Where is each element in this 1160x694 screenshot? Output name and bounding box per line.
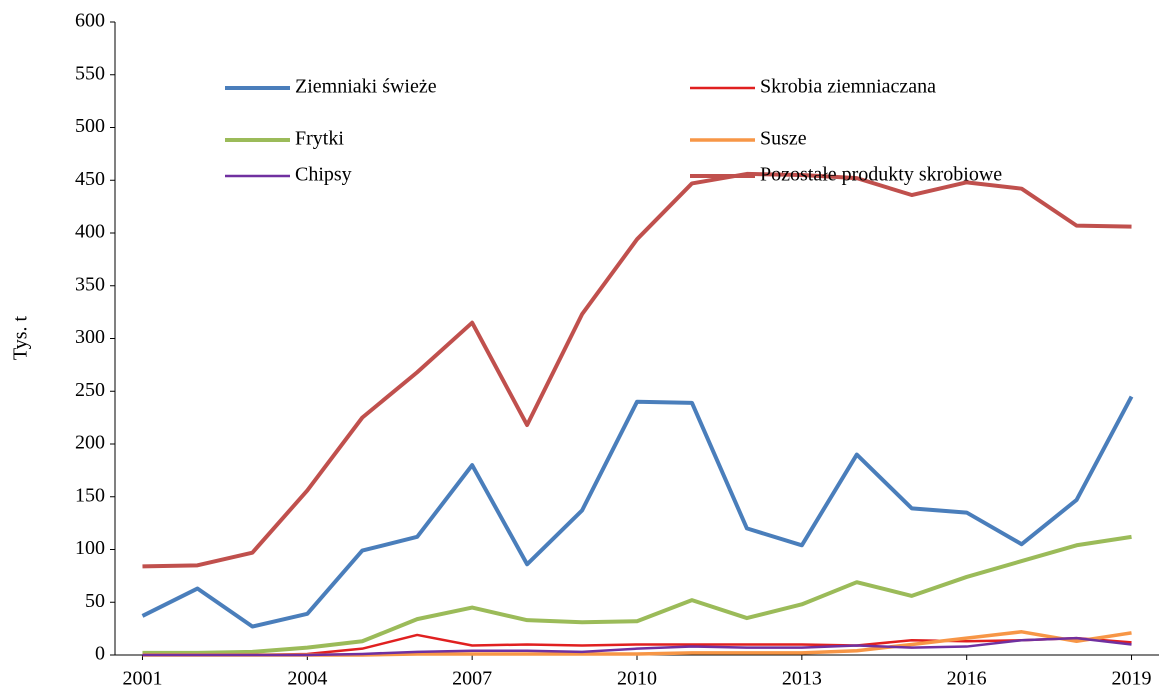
y-tick-label: 300 bbox=[75, 326, 105, 348]
x-tick-label: 2010 bbox=[617, 668, 657, 690]
y-tick-label: 350 bbox=[75, 273, 105, 295]
x-tick-label: 2001 bbox=[122, 668, 162, 690]
y-tick-label: 0 bbox=[95, 643, 105, 665]
y-tick-label: 200 bbox=[75, 432, 105, 454]
y-tick-label: 600 bbox=[75, 10, 105, 32]
x-tick-label: 2004 bbox=[287, 668, 327, 690]
series-line bbox=[142, 636, 1132, 657]
y-tick-label: 550 bbox=[75, 62, 105, 84]
legend-label: Ziemniaki świeże bbox=[295, 76, 437, 98]
y-tick-label: 100 bbox=[75, 537, 105, 559]
legend-label: Pozostałe produkty skrobiowe bbox=[760, 164, 1002, 186]
y-tick-label: 500 bbox=[75, 115, 105, 137]
legend-label: Chipsy bbox=[295, 164, 352, 186]
series-line bbox=[141, 395, 1134, 629]
legend-label: Susze bbox=[760, 128, 807, 150]
y-tick-label: 250 bbox=[75, 379, 105, 401]
legend-label: Frytki bbox=[295, 128, 344, 150]
x-tick-label: 2013 bbox=[782, 668, 822, 690]
x-tick-label: 2007 bbox=[452, 668, 492, 690]
legend-label: Skrobia ziemniaczana bbox=[760, 76, 936, 98]
y-tick-label: 450 bbox=[75, 168, 105, 190]
series-line bbox=[142, 171, 1132, 569]
y-axis-label: Tys. t bbox=[10, 315, 32, 360]
y-tick-label: 50 bbox=[85, 590, 105, 612]
x-tick-label: 2019 bbox=[1112, 668, 1152, 690]
y-tick-label: 400 bbox=[75, 221, 105, 243]
y-tick-label: 150 bbox=[75, 484, 105, 506]
x-tick-label: 2016 bbox=[947, 668, 987, 690]
series-line bbox=[142, 534, 1132, 655]
